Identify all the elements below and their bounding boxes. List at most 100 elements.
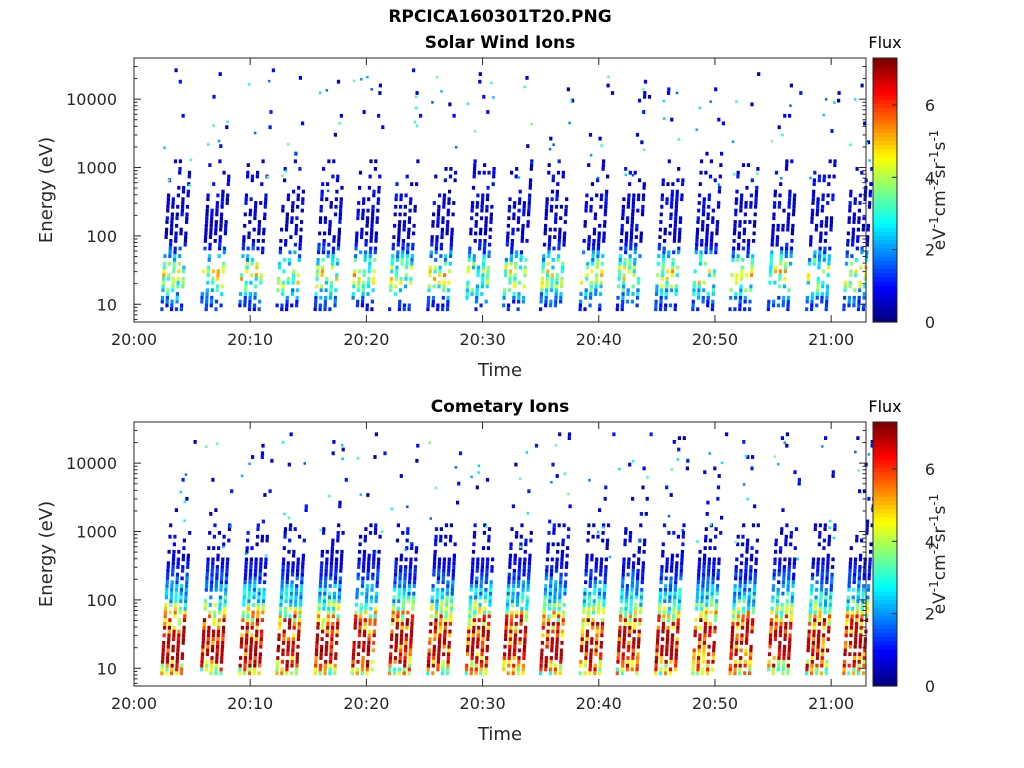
flux-cell xyxy=(631,652,635,657)
flux-cell xyxy=(591,622,595,626)
flux-cell xyxy=(174,603,178,607)
flux-cell xyxy=(767,652,772,657)
flux-cell xyxy=(547,163,551,167)
flux-cell xyxy=(582,606,586,611)
flux-cell xyxy=(503,644,507,649)
flux-cell xyxy=(502,656,506,660)
flux-cell xyxy=(433,557,437,562)
flux-cell xyxy=(632,641,636,645)
flux-cell xyxy=(706,295,710,300)
plot-frame xyxy=(133,57,867,323)
flux-cell xyxy=(219,227,223,232)
flux-cell xyxy=(220,659,224,664)
flux-cell xyxy=(376,568,380,573)
flux-cell xyxy=(624,242,628,247)
flux-cell xyxy=(317,610,321,615)
flux-cell xyxy=(165,295,169,300)
colorbar-step xyxy=(873,202,897,208)
flux-cell xyxy=(785,163,789,167)
flux-cell xyxy=(170,667,174,672)
flux-cell xyxy=(161,652,165,657)
flux-cell xyxy=(286,572,290,577)
flux-cell xyxy=(181,637,185,641)
flux-cell xyxy=(218,595,223,600)
flux-cell xyxy=(608,555,612,559)
flux-cell xyxy=(742,606,746,611)
flux-cell xyxy=(409,641,413,645)
flux-cell xyxy=(212,629,216,634)
flux-cell xyxy=(245,549,249,554)
flux-cell xyxy=(485,576,489,581)
flux-cell xyxy=(775,599,780,603)
flux-cell xyxy=(484,216,488,221)
flux-cell xyxy=(289,671,294,676)
flux-cell xyxy=(296,561,300,566)
flux-cell xyxy=(164,606,168,611)
flux-cell xyxy=(506,223,510,228)
flux-cell xyxy=(512,212,516,217)
flux-cell xyxy=(483,163,487,167)
flux-cell xyxy=(367,561,371,566)
flux-cell xyxy=(249,641,253,645)
flux-cell xyxy=(719,531,723,535)
flux-cell xyxy=(225,197,229,202)
flux-cell xyxy=(593,663,597,668)
flux-cell xyxy=(364,242,368,247)
flux-cell xyxy=(859,265,863,270)
flux-cell xyxy=(166,568,170,573)
flux-cell xyxy=(600,633,604,638)
flux-cell xyxy=(749,568,753,573)
flux-cell xyxy=(673,227,677,232)
flux-cell xyxy=(621,292,625,296)
flux-cell xyxy=(606,538,610,543)
flux-cell xyxy=(591,610,596,615)
flux-cell xyxy=(593,216,597,221)
flux-cell xyxy=(406,235,411,239)
flux-cell xyxy=(659,212,663,217)
flux-cell xyxy=(549,572,553,577)
flux-cell xyxy=(582,239,586,243)
flux-cell xyxy=(176,644,180,649)
flux-cell xyxy=(294,603,298,607)
flux-cell xyxy=(779,182,783,186)
flux-cell xyxy=(698,625,702,630)
flux-cell xyxy=(599,197,603,202)
flux-cell xyxy=(592,523,596,528)
flux-cell xyxy=(374,235,378,239)
flux-cell xyxy=(248,584,252,588)
flux-cell xyxy=(549,656,553,660)
flux-cell xyxy=(220,652,224,657)
flux-cell xyxy=(276,659,280,664)
flux-cell xyxy=(597,603,601,607)
flux-cell xyxy=(657,254,661,258)
flux-cell xyxy=(812,178,816,183)
flux-cell xyxy=(219,144,223,148)
flux-cell xyxy=(238,303,242,308)
flux-cell xyxy=(781,671,785,676)
flux-cell xyxy=(442,288,446,293)
flux-cell xyxy=(432,572,436,577)
flux-cell xyxy=(181,197,185,202)
flux-cell xyxy=(745,557,749,562)
flux-cell xyxy=(373,618,377,622)
flux-cell xyxy=(601,618,605,622)
flux-cell xyxy=(186,557,190,562)
flux-cell xyxy=(660,652,664,657)
flux-cell xyxy=(865,242,869,247)
flux-cell xyxy=(698,106,702,110)
flux-cell xyxy=(254,637,258,641)
colorbar-step xyxy=(873,144,897,150)
colorbar-tick-label: 2 xyxy=(925,241,935,260)
flux-cell xyxy=(279,595,283,600)
flux-cell xyxy=(852,295,856,300)
flux-cell xyxy=(290,303,294,308)
flux-cell xyxy=(624,614,628,619)
flux-cell xyxy=(771,667,776,672)
flux-cell xyxy=(448,174,453,179)
flux-cell xyxy=(171,572,175,577)
flux-cell xyxy=(664,576,668,581)
flux-cell xyxy=(559,204,563,209)
flux-cell xyxy=(335,625,340,630)
flux-cell xyxy=(527,489,531,494)
flux-cell xyxy=(751,606,755,611)
